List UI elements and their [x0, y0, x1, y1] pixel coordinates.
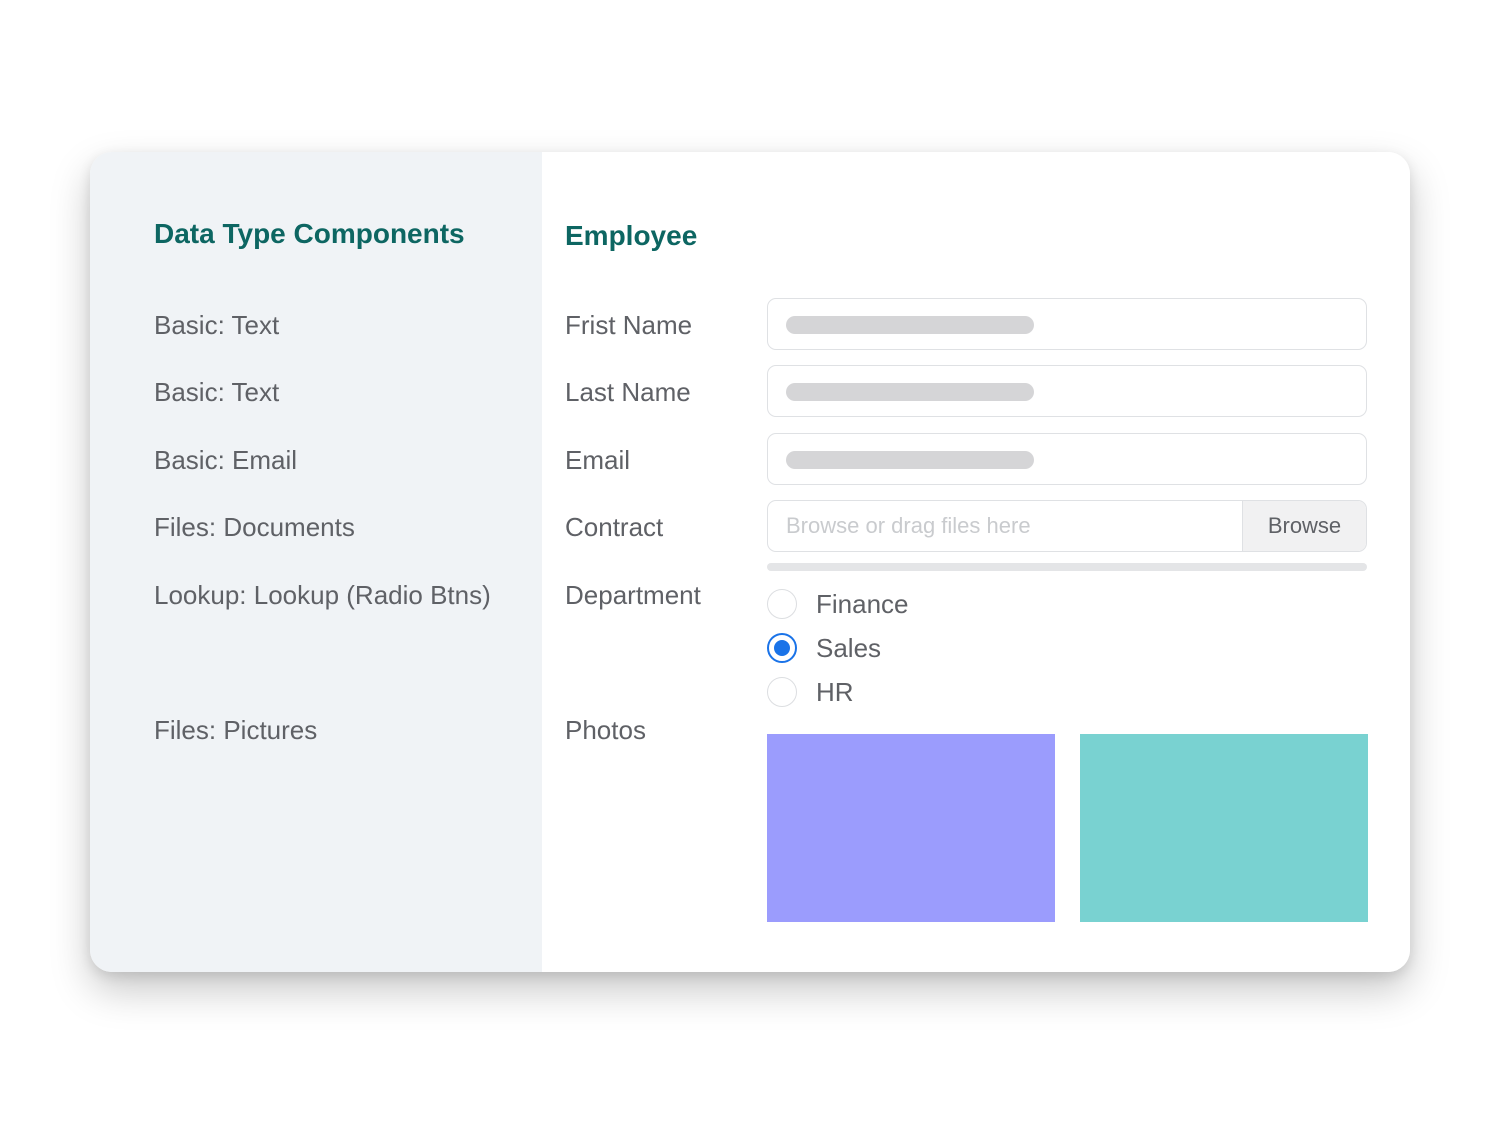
form-title: Employee	[565, 220, 698, 251]
radio-button-hr[interactable]	[767, 677, 797, 707]
photo-thumbnail-2[interactable]	[1080, 734, 1368, 922]
component-item-email: Basic: Email	[154, 445, 298, 475]
radio-button-sales[interactable]	[767, 633, 797, 663]
contract-file-input[interactable]: Browse or drag files here Browse	[767, 500, 1367, 552]
contract-label: Contract	[565, 512, 664, 542]
radio-button-finance[interactable]	[767, 589, 797, 619]
radio-option-hr[interactable]: HR	[767, 675, 1067, 709]
component-item-last-name: Basic: Text	[154, 377, 280, 407]
last-name-label: Last Name	[565, 377, 691, 407]
radio-label-finance: Finance	[816, 589, 909, 619]
department-label: Department	[565, 580, 701, 610]
radio-option-finance[interactable]: Finance	[767, 587, 1067, 621]
component-item-contract: Files: Documents	[154, 512, 355, 542]
component-item-photos: Files: Pictures	[154, 715, 318, 745]
first-name-field[interactable]	[767, 298, 1367, 350]
component-item-department: Lookup: Lookup (Radio Btns)	[154, 580, 491, 610]
radio-label-sales: Sales	[816, 633, 882, 663]
email-placeholder	[786, 451, 1034, 469]
last-name-placeholder	[786, 383, 1034, 401]
photo-thumbnail-1[interactable]	[767, 734, 1055, 922]
employee-form: Employee Frist Name Last Name Email Cont…	[542, 152, 1410, 972]
components-title: Data Type Components	[154, 218, 465, 249]
radio-label-hr: HR	[816, 677, 854, 707]
radio-option-sales[interactable]: Sales	[767, 631, 1067, 665]
contract-file-placeholder: Browse or drag files here	[786, 513, 1031, 538]
last-name-field[interactable]	[767, 365, 1367, 417]
first-name-label: Frist Name	[565, 310, 693, 340]
email-field[interactable]	[767, 433, 1367, 485]
first-name-placeholder	[786, 316, 1034, 334]
upload-progress-bar	[767, 563, 1367, 571]
form-card: Data Type Components Basic: Text Basic: …	[90, 152, 1410, 972]
email-label: Email	[565, 445, 631, 475]
components-panel: Data Type Components Basic: Text Basic: …	[90, 152, 542, 972]
component-item-first-name: Basic: Text	[154, 310, 280, 340]
photos-label: Photos	[565, 715, 646, 745]
browse-button[interactable]: Browse	[1242, 501, 1366, 551]
